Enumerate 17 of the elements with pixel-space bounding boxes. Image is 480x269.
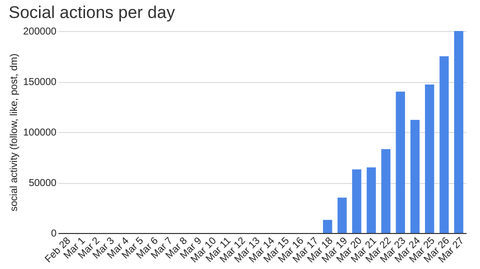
bar — [454, 31, 464, 233]
y-axis-title: social activity (follow, like, post, dm) — [9, 54, 20, 212]
y-tick-label: 200000 — [23, 26, 57, 38]
bar — [440, 56, 449, 233]
bar — [366, 167, 376, 233]
bar — [396, 92, 406, 233]
bar — [410, 120, 420, 233]
bar — [322, 220, 332, 233]
bar — [338, 198, 347, 233]
chart-title: Social actions per day — [8, 3, 176, 22]
y-tick-label: 0 — [50, 228, 57, 240]
y-tick-label: 150000 — [23, 77, 57, 88]
y-tick-label: 50000 — [28, 178, 57, 189]
bar — [381, 149, 390, 233]
bar — [424, 84, 434, 233]
y-tick-label: 100000 — [23, 128, 57, 138]
bar — [352, 169, 362, 233]
